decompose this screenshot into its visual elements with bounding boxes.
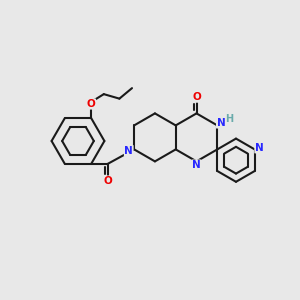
Text: O: O	[103, 176, 112, 186]
Text: N: N	[192, 160, 201, 170]
Text: O: O	[192, 92, 201, 102]
Text: H: H	[225, 114, 233, 124]
Text: O: O	[87, 99, 96, 109]
Text: N: N	[255, 143, 264, 153]
Text: N: N	[217, 118, 225, 128]
Text: N: N	[124, 146, 133, 156]
